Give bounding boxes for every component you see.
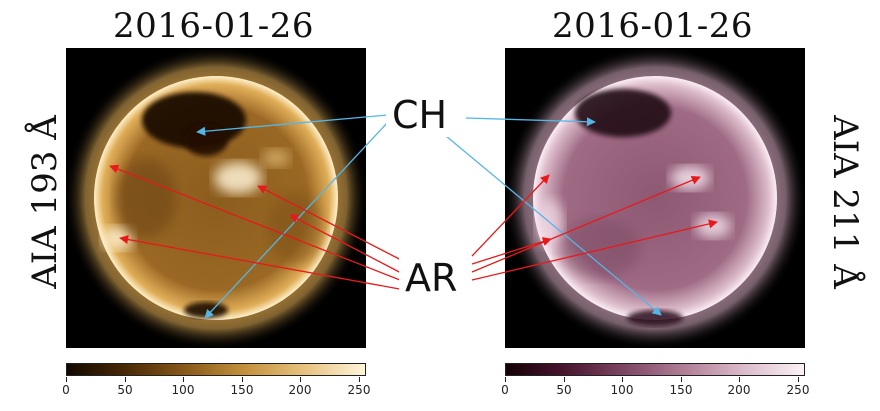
left-colorbar bbox=[66, 363, 366, 376]
left-colorbar-tick-label: 100 bbox=[171, 383, 195, 397]
right-colorbar-tick-label: 250 bbox=[786, 383, 810, 397]
left-panel-title: 2016-01-26 bbox=[113, 6, 315, 46]
left-colorbar-tick-label: 0 bbox=[62, 383, 70, 397]
left-tick-mark bbox=[66, 377, 67, 382]
right-tick-mark bbox=[681, 377, 682, 382]
left-colorbar-tick-label: 200 bbox=[288, 383, 312, 397]
right-colorbar-tick-label: 150 bbox=[669, 383, 693, 397]
left-colorbar-tick-label: 50 bbox=[117, 383, 133, 397]
left-tick-mark bbox=[359, 377, 360, 382]
left-tick-mark bbox=[300, 377, 301, 382]
left-tick-mark bbox=[183, 377, 184, 382]
right-colorbar-tick-label: 100 bbox=[610, 383, 634, 397]
left-tick-mark bbox=[125, 377, 126, 382]
left-colorbar-tick-label: 250 bbox=[347, 383, 371, 397]
left-tick-mark bbox=[242, 377, 243, 382]
right-panel-title: 2016-01-26 bbox=[552, 6, 754, 46]
left-solar-image bbox=[66, 48, 366, 348]
aia-193-sun-image bbox=[66, 48, 366, 348]
active-region-label: AR bbox=[399, 256, 464, 300]
right-solar-image bbox=[505, 48, 805, 348]
right-tick-mark bbox=[622, 377, 623, 382]
right-colorbar bbox=[505, 363, 805, 376]
aia-211-sun-image bbox=[505, 48, 805, 348]
left-colorbar-tick-label: 150 bbox=[230, 383, 254, 397]
right-colorbar-tick-label: 0 bbox=[501, 383, 509, 397]
right-panel-wavelength-label: AIA 211 Å bbox=[824, 115, 865, 289]
right-tick-mark bbox=[564, 377, 565, 382]
coronal-hole-label: CH bbox=[386, 93, 454, 137]
right-tick-mark bbox=[505, 377, 506, 382]
right-tick-mark bbox=[798, 377, 799, 382]
left-panel-wavelength-label: AIA 193 Å bbox=[24, 115, 65, 289]
right-colorbar-tick-label: 200 bbox=[727, 383, 751, 397]
right-colorbar-tick-label: 50 bbox=[556, 383, 572, 397]
right-tick-mark bbox=[739, 377, 740, 382]
